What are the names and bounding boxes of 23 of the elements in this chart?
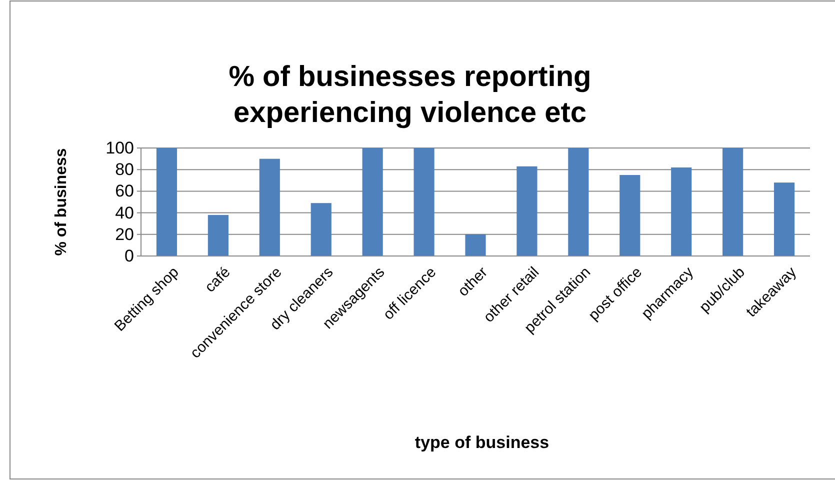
bar: [774, 182, 795, 256]
bar: [362, 148, 383, 256]
bar: [465, 234, 486, 256]
bar: [414, 148, 434, 256]
bar: [516, 166, 538, 256]
bar: [310, 203, 332, 256]
bar: [568, 148, 589, 256]
y-tick-label: 40: [115, 203, 134, 222]
bar: [671, 167, 692, 256]
bar: [208, 214, 228, 256]
bar: [722, 148, 744, 256]
bar: [156, 148, 178, 256]
y-tick-label: 80: [115, 160, 134, 180]
y-axis-title: % of business: [53, 148, 70, 256]
x-tick-label: café: [202, 264, 234, 296]
y-tick-label: 100: [106, 138, 134, 158]
chart-title: % of businesses reporting experiencing violence etc: [228, 61, 592, 129]
y-tick-label: 60: [115, 182, 134, 201]
x-axis-title: type of business: [414, 433, 550, 452]
y-tick-label: 0: [124, 246, 134, 266]
bar: [259, 158, 280, 256]
bar: [620, 175, 640, 256]
y-tick-label: 20: [115, 224, 134, 244]
